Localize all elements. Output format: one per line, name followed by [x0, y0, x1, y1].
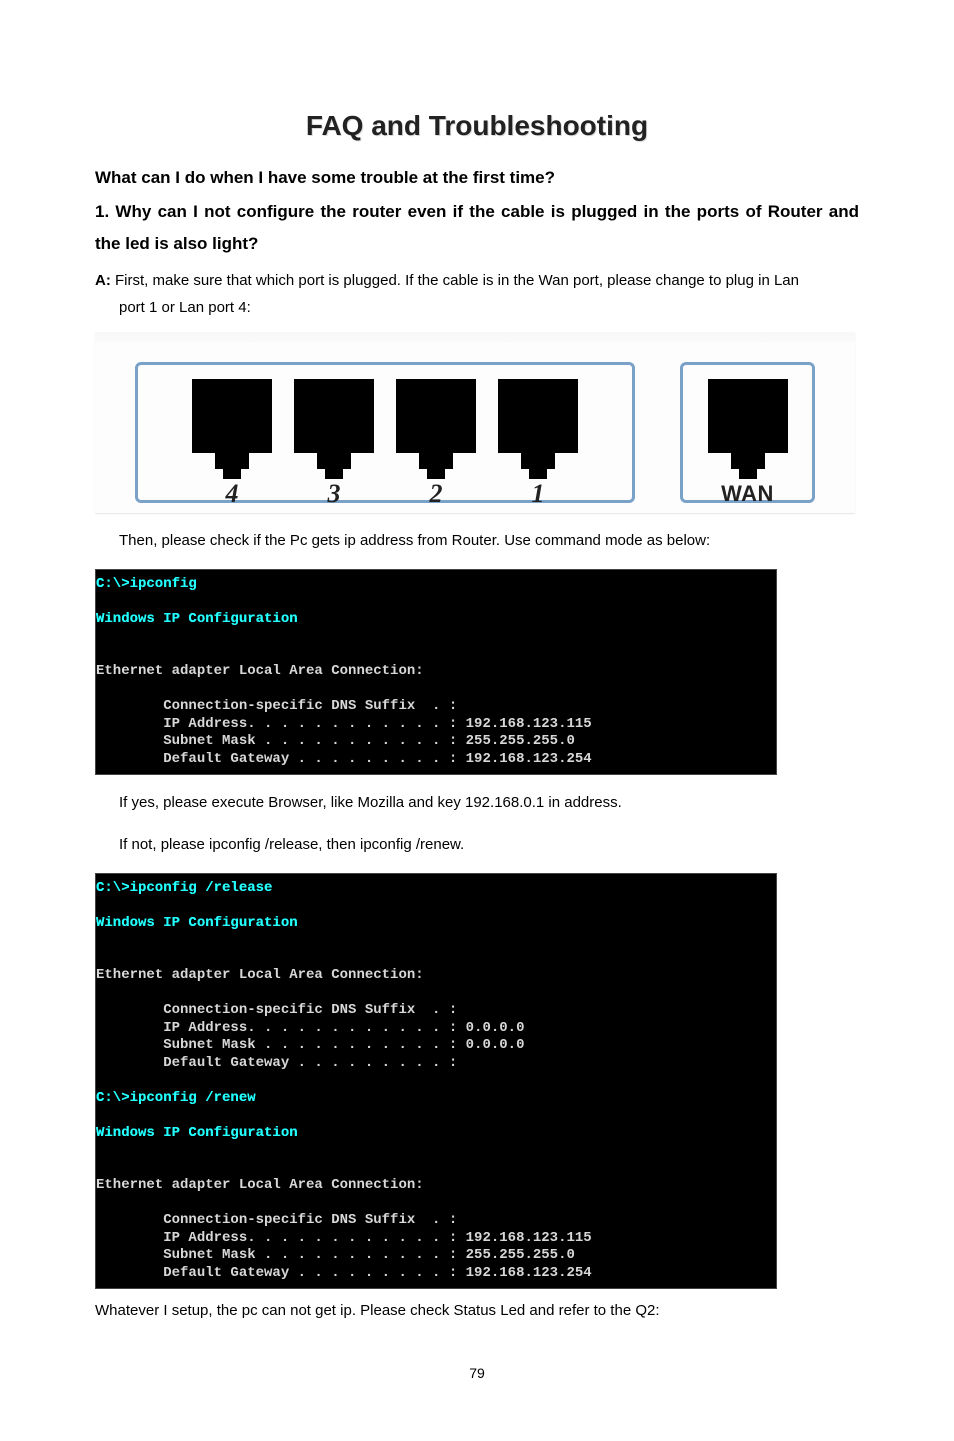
port-label: 4 — [226, 479, 239, 509]
rj45-port-icon — [396, 379, 476, 453]
terminal-line: Windows IP Configuration — [96, 915, 298, 931]
port-label: 2 — [430, 479, 443, 509]
terminal-line: Ethernet adapter Local Area Connection: — [96, 663, 424, 679]
terminal-line: IP Address. . . . . . . . . . . . : 192.… — [96, 716, 592, 732]
terminal-line: Subnet Mask . . . . . . . . . . . : 255.… — [96, 733, 575, 749]
answer-text-line1: First, make sure that which port is plug… — [111, 272, 799, 289]
terminal-line: IP Address. . . . . . . . . . . . : 192.… — [96, 1230, 592, 1246]
port-label: 1 — [532, 479, 545, 509]
terminal-line: Default Gateway . . . . . . . . . : 192.… — [96, 751, 592, 767]
lan-port-1: 1 — [498, 379, 578, 509]
terminal-line: Connection-specific DNS Suffix . : — [96, 698, 457, 714]
rj45-port-icon — [708, 379, 788, 453]
terminal-line: IP Address. . . . . . . . . . . . : 0.0.… — [96, 1020, 524, 1036]
terminal-line: Default Gateway . . . . . . . . . : — [96, 1055, 457, 1071]
section-heading: What can I do when I have some trouble a… — [95, 168, 859, 188]
question-1: 1. Why can I not configure the router ev… — [95, 196, 859, 261]
lan-port-3: 3 — [294, 379, 374, 509]
terminal-line: Ethernet adapter Local Area Connection: — [96, 967, 424, 983]
terminal-line: Connection-specific DNS Suffix . : — [96, 1002, 457, 1018]
instruction-text: If yes, please execute Browser, like Moz… — [95, 789, 859, 817]
terminal-line: C:\>ipconfig /release — [96, 880, 272, 896]
rj45-port-icon — [294, 379, 374, 453]
terminal-line: Windows IP Configuration — [96, 611, 298, 627]
lan-port-2: 2 — [396, 379, 476, 509]
answer-text-line2: port 1 or Lan port 4: — [95, 294, 859, 322]
terminal-line: C:\>ipconfig — [96, 576, 197, 592]
document-page: FAQ and Troubleshooting What can I do wh… — [0, 0, 954, 1441]
page-number: 79 — [95, 1365, 859, 1381]
terminal-line: Ethernet adapter Local Area Connection: — [96, 1177, 424, 1193]
terminal-line: C:\>ipconfig /renew — [96, 1090, 256, 1106]
rj45-port-icon — [192, 379, 272, 453]
terminal-line: Subnet Mask . . . . . . . . . . . : 0.0.… — [96, 1037, 524, 1053]
instruction-text: If not, please ipconfig /release, then i… — [95, 831, 859, 859]
terminal-output-ipconfig: C:\>ipconfig Windows IP Configuration Et… — [95, 569, 777, 776]
page-title: FAQ and Troubleshooting — [95, 110, 859, 142]
wan-label: WAN — [721, 481, 774, 507]
final-instruction: Whatever I setup, the pc can not get ip.… — [95, 1297, 859, 1325]
answer-1: A: First, make sure that which port is p… — [95, 267, 859, 295]
terminal-line: Windows IP Configuration — [96, 1125, 298, 1141]
terminal-output-release-renew: C:\>ipconfig /release Windows IP Configu… — [95, 873, 777, 1290]
instruction-text: Then, please check if the Pc gets ip add… — [95, 527, 859, 555]
terminal-line: Default Gateway . . . . . . . . . : 192.… — [96, 1265, 592, 1281]
lan-port-group: 4 3 2 1 — [135, 362, 635, 503]
terminal-line: Subnet Mask . . . . . . . . . . . : 255.… — [96, 1247, 575, 1263]
terminal-line: Connection-specific DNS Suffix . : — [96, 1212, 457, 1228]
wan-port-group: WAN — [680, 362, 815, 503]
answer-label: A: — [95, 272, 111, 289]
router-ports-figure: 4 3 2 1 WAN — [95, 332, 855, 513]
port-label: 3 — [328, 479, 341, 509]
wan-port: WAN — [708, 379, 788, 507]
lan-port-4: 4 — [192, 379, 272, 509]
rj45-port-icon — [498, 379, 578, 453]
